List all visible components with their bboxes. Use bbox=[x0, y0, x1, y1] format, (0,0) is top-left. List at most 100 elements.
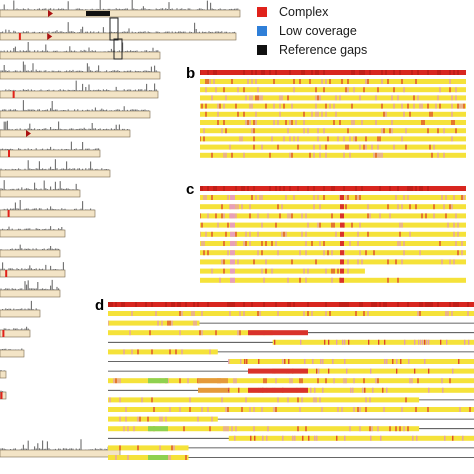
variant-ticks-minor bbox=[300, 339, 470, 345]
variant-ticks-minor bbox=[108, 320, 197, 326]
header-variant-ticks bbox=[200, 186, 429, 191]
haplotype-row bbox=[200, 277, 466, 283]
green-region-block bbox=[148, 378, 168, 384]
header-variant-ticks bbox=[108, 302, 469, 307]
legend-swatch-complex bbox=[257, 7, 267, 17]
variant-ticks-major bbox=[223, 268, 339, 274]
chromosome-track-5 bbox=[0, 80, 159, 99]
variant-ticks-major bbox=[119, 445, 173, 451]
haplotype-row bbox=[108, 359, 474, 364]
haplotype-row bbox=[108, 397, 474, 403]
haplotype-row bbox=[108, 426, 474, 432]
variant-ticks-minor bbox=[205, 87, 457, 93]
haplotype-block bbox=[200, 111, 466, 117]
chromosome-body bbox=[0, 189, 81, 198]
haplotype-block bbox=[108, 407, 474, 412]
chromosome-track-9 bbox=[0, 159, 111, 178]
reference-header-bar bbox=[200, 70, 466, 75]
variant-ticks-minor bbox=[129, 330, 265, 336]
coverage-peaks bbox=[0, 279, 60, 290]
coverage-peaks bbox=[0, 0, 239, 10]
chromosome-track-3 bbox=[0, 41, 161, 60]
variant-ticks-major bbox=[139, 416, 149, 422]
chromosome-body bbox=[0, 249, 61, 258]
haplotype-block bbox=[200, 152, 466, 158]
haplotype-block bbox=[108, 445, 189, 451]
haplotype-block bbox=[108, 397, 420, 403]
complex-region-mark bbox=[8, 150, 10, 157]
legend-item-reference-gaps: Reference gaps bbox=[257, 42, 367, 58]
haplotype-block bbox=[200, 268, 365, 274]
chromosome-body bbox=[0, 309, 41, 318]
complex-variant-block bbox=[340, 259, 344, 265]
haplotype-block bbox=[200, 95, 466, 101]
variant-ticks-major bbox=[217, 120, 455, 125]
chromosome-body bbox=[0, 449, 121, 458]
variant-ticks-minor bbox=[217, 103, 463, 109]
complex-variant-block bbox=[230, 204, 235, 210]
chromosome-track-6 bbox=[0, 100, 151, 119]
complex-variant-block bbox=[340, 277, 344, 283]
legend-label-reference-gaps: Reference gaps bbox=[279, 43, 368, 57]
variant-ticks-major bbox=[200, 213, 447, 219]
chromosome-body bbox=[0, 110, 151, 119]
variant-ticks-major bbox=[211, 152, 433, 158]
variant-ticks-minor bbox=[221, 259, 455, 265]
complex-region-mark bbox=[12, 91, 15, 98]
haplotype-row bbox=[200, 136, 466, 142]
variant-ticks-major bbox=[205, 111, 433, 117]
haplotype-block bbox=[200, 120, 466, 125]
complex-variant-block bbox=[340, 204, 344, 210]
haplotype-block bbox=[200, 128, 466, 134]
complex-variant-block bbox=[230, 259, 235, 265]
variant-ticks-minor bbox=[217, 111, 453, 117]
haplotype-block bbox=[228, 359, 474, 364]
chromosome-body bbox=[0, 349, 25, 358]
complex-variant-block bbox=[230, 268, 235, 274]
variant-ticks-major bbox=[223, 259, 397, 265]
haplotype-row bbox=[108, 387, 474, 393]
coverage-peaks bbox=[0, 22, 236, 33]
haplotype-block bbox=[200, 103, 466, 109]
legend-item-low-coverage: Low coverage bbox=[257, 23, 357, 39]
haplotype-row bbox=[200, 87, 466, 93]
complex-region-mark bbox=[7, 210, 10, 217]
haplotype-row bbox=[108, 378, 474, 384]
variant-ticks-minor bbox=[227, 250, 463, 256]
haplotype-block bbox=[108, 416, 218, 422]
coverage-peaks bbox=[0, 200, 95, 210]
coverage-peaks bbox=[0, 262, 64, 270]
reference-gap-block bbox=[86, 11, 110, 16]
haplotype-block bbox=[108, 349, 218, 355]
variant-ticks-minor bbox=[239, 136, 453, 142]
coverage-peaks bbox=[0, 226, 64, 230]
variant-ticks-major bbox=[274, 339, 442, 345]
haplotype-row bbox=[200, 103, 466, 109]
chromosome-track-12 bbox=[0, 226, 66, 238]
variant-ticks-minor bbox=[159, 445, 175, 451]
variant-ticks-major bbox=[151, 397, 407, 403]
complex-variant-block bbox=[230, 250, 235, 256]
variant-ticks-minor bbox=[119, 416, 213, 422]
haplotype-block bbox=[200, 259, 466, 265]
chromosome-body bbox=[0, 289, 61, 298]
haplotype-row bbox=[200, 128, 466, 134]
coverage-peaks bbox=[0, 439, 119, 450]
variant-ticks-major bbox=[250, 435, 454, 441]
legend-item-complex: Complex bbox=[257, 4, 328, 20]
coverage-peaks bbox=[0, 348, 23, 350]
variant-ticks-major bbox=[179, 311, 421, 316]
panel-letter-d: d bbox=[95, 297, 105, 314]
variant-ticks-major bbox=[153, 407, 471, 412]
alignment-panel-b bbox=[200, 70, 466, 158]
reference-header-bar bbox=[200, 186, 466, 191]
haplotype-row bbox=[108, 339, 474, 345]
variant-ticks-minor bbox=[229, 144, 435, 150]
haplotype-block bbox=[272, 368, 474, 374]
haplotype-block bbox=[200, 204, 466, 210]
complex-region-mark bbox=[2, 330, 5, 337]
complex-variant-block bbox=[340, 222, 344, 228]
variant-ticks-minor bbox=[200, 231, 459, 237]
haplotype-block bbox=[108, 320, 200, 326]
chromosome-track-20 bbox=[0, 390, 7, 400]
